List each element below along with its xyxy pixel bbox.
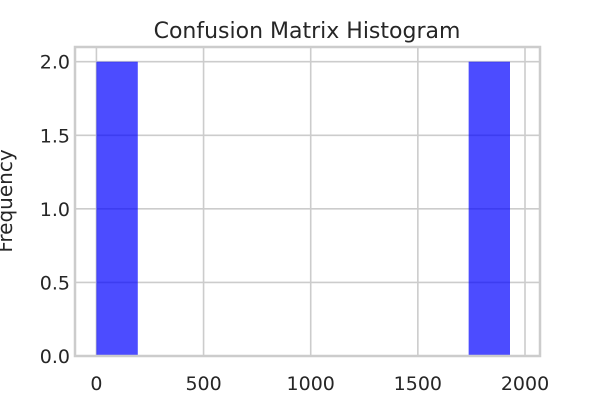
y-tick-label-1: 0.5 (40, 272, 70, 294)
histogram-bar-9 (468, 61, 510, 356)
y-tick-label-0: 0.0 (40, 346, 70, 368)
y-axis-label: Frequency (0, 149, 17, 252)
y-tick-label-4: 2.0 (40, 52, 70, 74)
x-tick-label-4: 2000 (501, 373, 549, 395)
x-tick-label-1: 500 (185, 373, 221, 395)
y-tick-labels: 0.0 0.5 1.0 1.5 2.0 (40, 52, 70, 368)
y-tick-label-3: 1.5 (40, 125, 70, 147)
x-tick-label-3: 1500 (394, 373, 442, 395)
x-tick-label-0: 0 (90, 373, 102, 395)
y-tick-label-2: 1.0 (40, 199, 70, 221)
histogram-bars (96, 61, 510, 356)
plot-frame (73, 45, 542, 358)
histogram-bar-0 (96, 61, 138, 356)
x-tick-label-2: 1000 (287, 373, 335, 395)
x-tick-labels: 0 500 1000 1500 2000 (90, 373, 549, 395)
chart-title: Confusion Matrix Histogram (154, 19, 461, 44)
